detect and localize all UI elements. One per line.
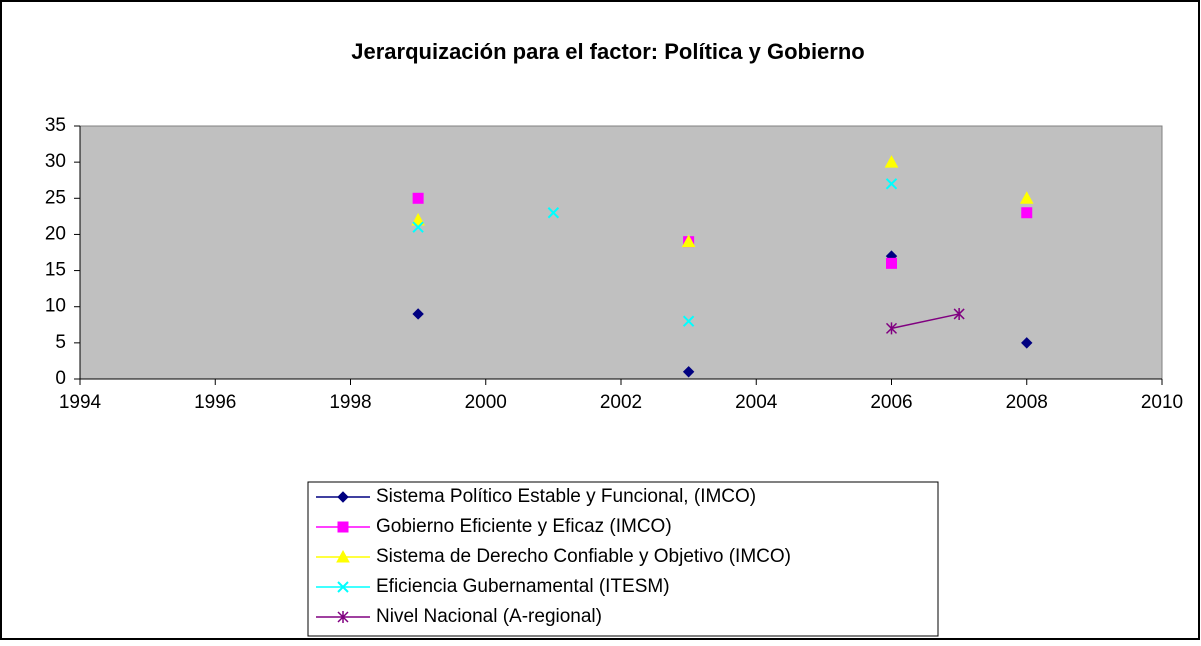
x-tick-label: 2002: [600, 392, 642, 413]
x-tick-label: 2010: [1141, 392, 1183, 413]
legend-marker: [337, 581, 349, 593]
x-tick-label: 2004: [735, 392, 778, 413]
legend-marker: [337, 521, 349, 533]
marker: [682, 315, 695, 327]
legend-label: Sistema de Derecho Confiable y Objetivo …: [376, 546, 791, 567]
marker: [1021, 207, 1033, 219]
marker: [547, 207, 560, 219]
y-tick-label: 5: [55, 332, 66, 353]
legend-box: [307, 481, 939, 637]
marker: [682, 366, 695, 378]
legend-label: Gobierno Eficiente y Eficaz (IMCO): [376, 516, 672, 537]
marker: [885, 322, 898, 335]
marker: [1021, 337, 1033, 349]
y-tick-label: 10: [45, 296, 66, 317]
legend-label: Sistema Político Estable y Funcional, (I…: [376, 486, 756, 507]
y-tick-label: 30: [45, 151, 66, 172]
marker: [953, 307, 965, 320]
marker: [885, 178, 898, 190]
y-tick-label: 15: [45, 260, 66, 281]
marker: [412, 192, 424, 204]
legend-marker: [337, 491, 349, 503]
marker: [886, 257, 897, 269]
marker: [412, 308, 424, 320]
x-tick-label: 1998: [329, 392, 371, 413]
legend-label: Nivel Nacional (A-regional): [376, 606, 602, 627]
x-tick-label: 1996: [194, 392, 236, 413]
x-tick-label: 2000: [465, 392, 507, 413]
marker: [411, 212, 425, 226]
legend-marker: [337, 611, 349, 623]
y-tick-label: 25: [45, 187, 66, 208]
plot-area: [79, 125, 1163, 380]
marker: [681, 234, 696, 248]
legend-label: Eficiencia Gubernamental (ITESM): [376, 576, 670, 597]
y-tick-label: 0: [55, 368, 66, 389]
chart-title: Jerarquización para el factor: Política …: [351, 39, 864, 64]
marker: [884, 155, 899, 168]
y-tick-label: 20: [45, 223, 66, 244]
x-tick-label: 2008: [1006, 392, 1048, 413]
marker: [1019, 191, 1034, 204]
series-line: [891, 313, 960, 330]
x-tick-label: 2006: [870, 392, 912, 413]
y-tick-label: 35: [45, 115, 66, 136]
legend-marker: [336, 549, 350, 563]
marker: [412, 221, 424, 233]
x-tick-label: 1994: [59, 392, 102, 413]
